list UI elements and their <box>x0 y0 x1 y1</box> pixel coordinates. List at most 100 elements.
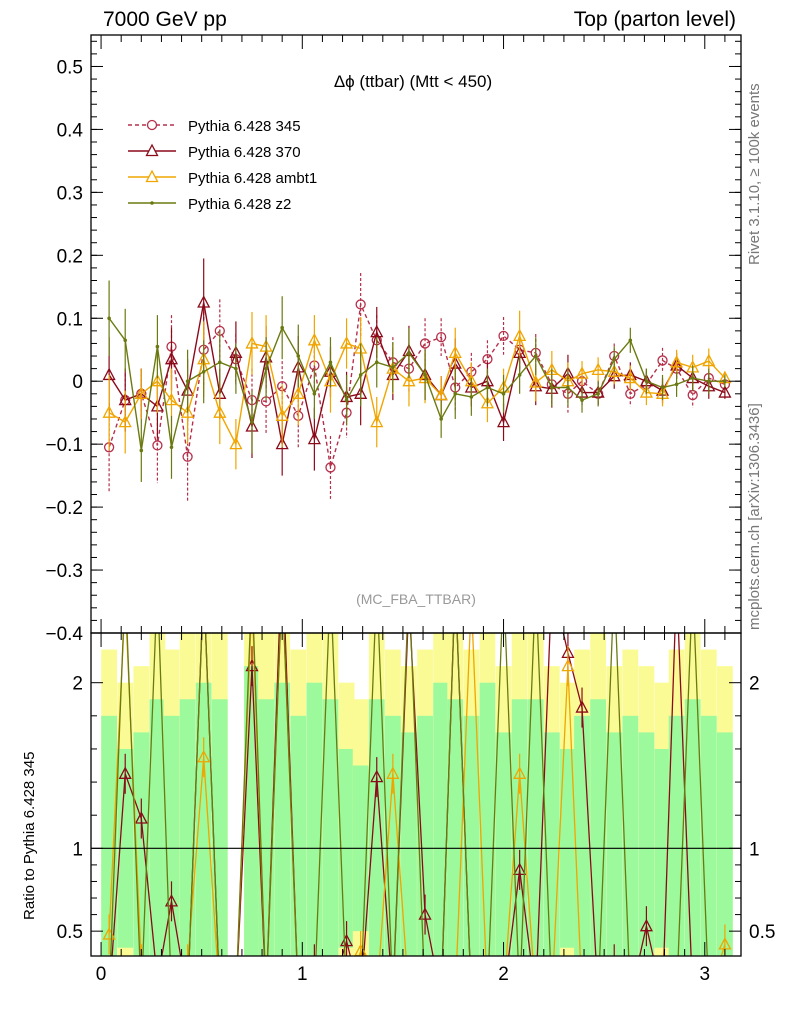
data-point <box>707 379 711 384</box>
ratio-marker <box>657 991 668 1002</box>
ratio-marker <box>250 582 253 585</box>
ratio-marker <box>214 991 225 1002</box>
ratio-band-green <box>716 732 733 956</box>
ratio-marker <box>645 996 648 999</box>
ratio-marker <box>345 996 348 999</box>
ratio-marker <box>639 918 653 932</box>
data-point <box>529 375 543 388</box>
ratio-band-green <box>368 699 385 956</box>
y-tick-label: 0.3 <box>57 183 83 204</box>
data-point <box>612 357 617 361</box>
data-point <box>152 440 163 451</box>
ratio-marker <box>170 996 173 999</box>
ratio-marker <box>387 991 398 1002</box>
ratio-y-tick-label-right: 0.5 <box>749 922 775 943</box>
ratio-marker <box>498 991 509 1002</box>
ratio-marker <box>675 996 678 999</box>
data-point <box>250 420 254 424</box>
data-point <box>123 338 128 343</box>
data-point <box>644 379 649 384</box>
data-point <box>296 354 301 358</box>
ratio-marker <box>230 991 241 1002</box>
data-point <box>370 414 384 428</box>
ratio-series-line <box>108 633 726 956</box>
ratio-series-line <box>110 633 708 956</box>
data-point <box>312 392 317 396</box>
data-point <box>134 386 148 399</box>
data-point <box>185 379 190 384</box>
ratio-marker <box>530 991 541 1002</box>
data-point <box>229 436 243 450</box>
ratio-marker <box>546 577 557 588</box>
ratio-marker <box>466 991 477 1002</box>
data-point <box>670 354 684 368</box>
ratio-marker <box>502 582 505 585</box>
data-point <box>718 385 732 398</box>
ratio-marker <box>703 991 714 1002</box>
ratio-marker <box>403 991 414 1002</box>
data-point <box>201 369 206 374</box>
x-tick-label: 3 <box>699 964 710 985</box>
data-point <box>370 324 384 338</box>
data-point <box>307 431 321 445</box>
data-point <box>448 345 462 359</box>
ratio-marker <box>597 996 600 999</box>
data-point <box>480 395 495 409</box>
ratio-marker <box>575 700 589 713</box>
x-tick-label: 0 <box>96 964 107 985</box>
data-point <box>164 392 179 406</box>
data-point <box>118 414 132 428</box>
data-point <box>307 332 321 346</box>
ratio-marker <box>561 658 575 672</box>
ratio-marker <box>613 582 616 585</box>
ratio-marker <box>661 996 664 999</box>
ratio-marker <box>118 766 132 779</box>
ratio-marker <box>391 996 394 999</box>
ratio-marker <box>581 996 584 999</box>
ratio-marker <box>246 594 257 605</box>
data-point <box>325 462 336 473</box>
ratio-band-green <box>149 699 166 956</box>
y-tick-label: −0.3 <box>45 561 83 582</box>
ratio-marker <box>719 991 730 1002</box>
data-point <box>423 373 427 377</box>
chart-title: Δϕ (ttbar) (Mtt < 450) <box>334 72 492 91</box>
analysis-watermark: (MC_FBA_TTBAR) <box>356 591 476 607</box>
data-point <box>339 336 354 349</box>
data-point <box>164 351 179 365</box>
ratio-marker <box>470 996 473 999</box>
data-point <box>439 417 443 421</box>
ratio-marker <box>687 991 698 1002</box>
series-line <box>108 301 726 468</box>
ratio-marker <box>375 582 378 585</box>
legend-marker <box>150 201 154 205</box>
data-point <box>434 387 448 401</box>
data-point <box>419 338 431 349</box>
ratio-marker <box>550 996 553 999</box>
data-point <box>469 395 474 399</box>
ratio-marker <box>671 991 682 1002</box>
ratio-marker <box>277 577 288 588</box>
ratio-marker <box>313 996 316 999</box>
ratio-marker <box>436 991 447 1002</box>
ratio-marker <box>424 996 427 999</box>
ratio-marker <box>723 996 726 999</box>
data-point <box>436 331 447 343</box>
data-point <box>344 398 349 402</box>
data-point <box>150 373 164 387</box>
header-right-label: Top (parton level) <box>573 8 736 31</box>
ratio-marker <box>265 996 268 999</box>
ratio-marker <box>277 544 288 555</box>
data-point <box>596 392 600 396</box>
ratio-marker <box>214 991 225 1002</box>
ratio-marker <box>625 991 636 1002</box>
ratio-marker <box>450 577 461 588</box>
ratio-marker <box>325 991 336 1002</box>
ratio-marker <box>325 991 336 1002</box>
ratio-marker <box>341 991 352 1002</box>
ratio-marker <box>198 577 209 588</box>
ratio-marker <box>370 769 384 783</box>
y-tick-label: −0.4 <box>45 624 83 645</box>
y-tick-label: 0.5 <box>57 57 83 78</box>
data-point <box>280 325 284 330</box>
